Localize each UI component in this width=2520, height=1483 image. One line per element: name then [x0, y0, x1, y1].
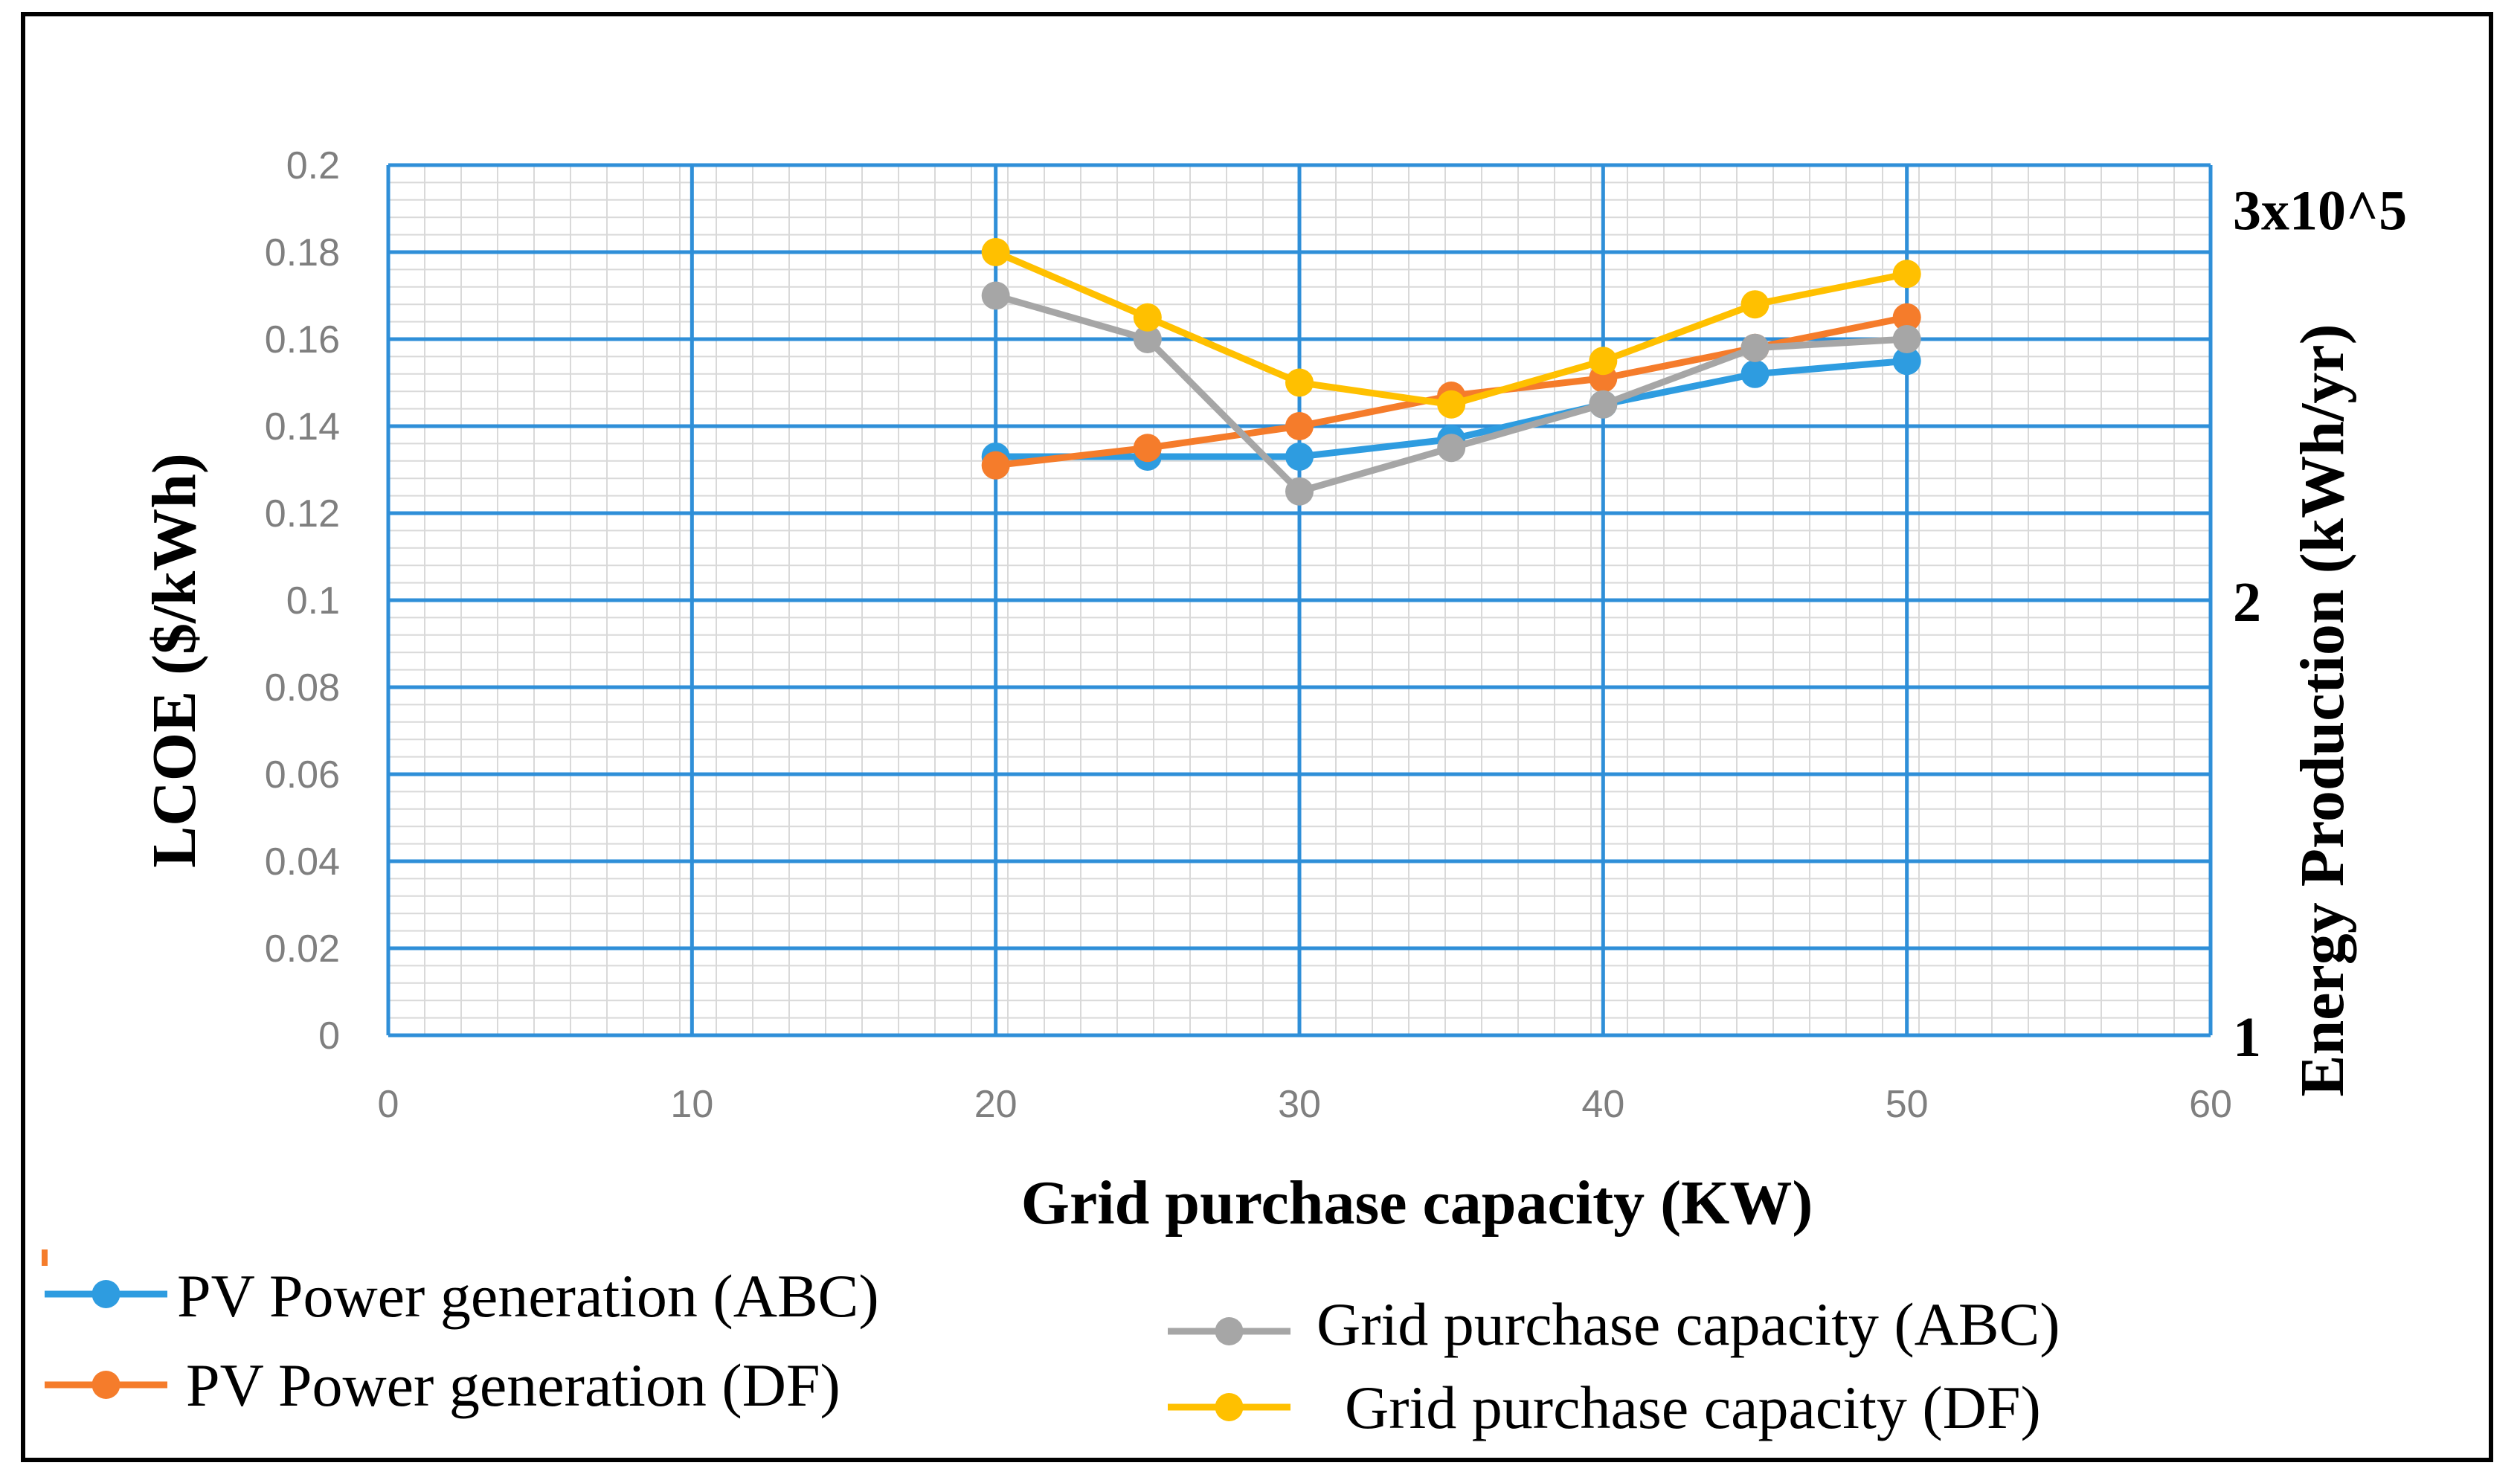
y-tick-label: 0.08 — [265, 666, 340, 710]
legend-marker-0 — [91, 1280, 120, 1308]
y-axis-title: LCOE ($/kWh) — [140, 453, 209, 868]
y-tick-label: 0.12 — [265, 492, 340, 535]
data-point — [1740, 290, 1770, 319]
legend-label-1: PV Power generation (DF) — [186, 1351, 840, 1419]
y-tick-label: 0.06 — [265, 753, 340, 797]
data-point — [1133, 434, 1162, 463]
data-point — [1285, 477, 1314, 506]
legend-label-3: Grid purchase capacity (DF) — [1345, 1374, 2041, 1441]
legend-marker-3 — [1215, 1393, 1244, 1421]
y-tick-label: 0.02 — [265, 927, 340, 971]
major-grid — [386, 163, 2213, 1038]
legend-marker-2 — [1215, 1317, 1244, 1345]
x-tick-label: 10 — [670, 1083, 713, 1126]
y-tick-label: 0.16 — [265, 318, 340, 361]
data-point — [1285, 412, 1314, 440]
x-tick-label: 50 — [1886, 1083, 1929, 1126]
y2-tick-label: 2 — [2233, 571, 2261, 634]
x-tick-label: 60 — [2189, 1083, 2232, 1126]
legend-marker-1 — [91, 1371, 120, 1399]
x-axis-title: Grid purchase capacity (KW) — [1021, 1168, 1813, 1238]
legend-tick-mark — [42, 1249, 48, 1266]
x-tick-label: 30 — [1278, 1083, 1321, 1126]
y-tick-label: 0.04 — [265, 840, 340, 884]
series-lines — [981, 238, 1921, 506]
data-point — [1740, 359, 1770, 388]
y-tick-label: 0.2 — [286, 144, 340, 187]
x-tick-label: 20 — [974, 1083, 1018, 1126]
data-point — [1589, 390, 1618, 419]
data-point — [1133, 325, 1162, 353]
y2-tick-label: 1 — [2233, 1006, 2261, 1069]
series-line-3 — [992, 248, 1911, 408]
data-point — [1892, 325, 1921, 353]
data-point — [1285, 442, 1314, 471]
data-point — [981, 238, 1010, 266]
data-point — [1437, 434, 1466, 463]
y-tick-labels: 0 0.02 0.04 0.06 0.08 0.1 0.12 0.14 0.16 0.18 0.2 — [265, 144, 340, 1058]
data-point — [1740, 333, 1770, 362]
legend-label-2: Grid purchase capacity (ABC) — [1317, 1290, 2060, 1358]
data-point — [1892, 347, 1921, 376]
data-point — [1892, 303, 1921, 332]
data-point — [1437, 390, 1466, 419]
x-tick-label: 0 — [378, 1083, 399, 1126]
y-tick-label: 0.1 — [286, 579, 340, 623]
y-tick-label: 0.18 — [265, 231, 340, 274]
y-tick-label: 0.14 — [265, 405, 340, 448]
data-point — [1892, 260, 1921, 289]
data-point — [981, 281, 1010, 310]
y2-axis-title: Energy Production (kWh/yr) — [2288, 324, 2357, 1096]
y2-tick-label: 3x10^5 — [2233, 180, 2407, 242]
y2-tick-labels: 1 2 3x10^5 — [2233, 180, 2407, 1069]
data-point — [1285, 368, 1314, 397]
y-tick-label: 0 — [318, 1014, 340, 1058]
legend: PV Power generation (ABC) PV Power genera… — [42, 1249, 2060, 1441]
legend-label-0: PV Power generation (ABC) — [177, 1262, 879, 1330]
data-point — [981, 451, 1010, 480]
data-point — [1133, 303, 1162, 332]
data-point — [1589, 347, 1618, 376]
x-tick-labels: 0 10 20 30 40 50 60 — [378, 1083, 2232, 1126]
x-tick-label: 40 — [1581, 1083, 1624, 1126]
